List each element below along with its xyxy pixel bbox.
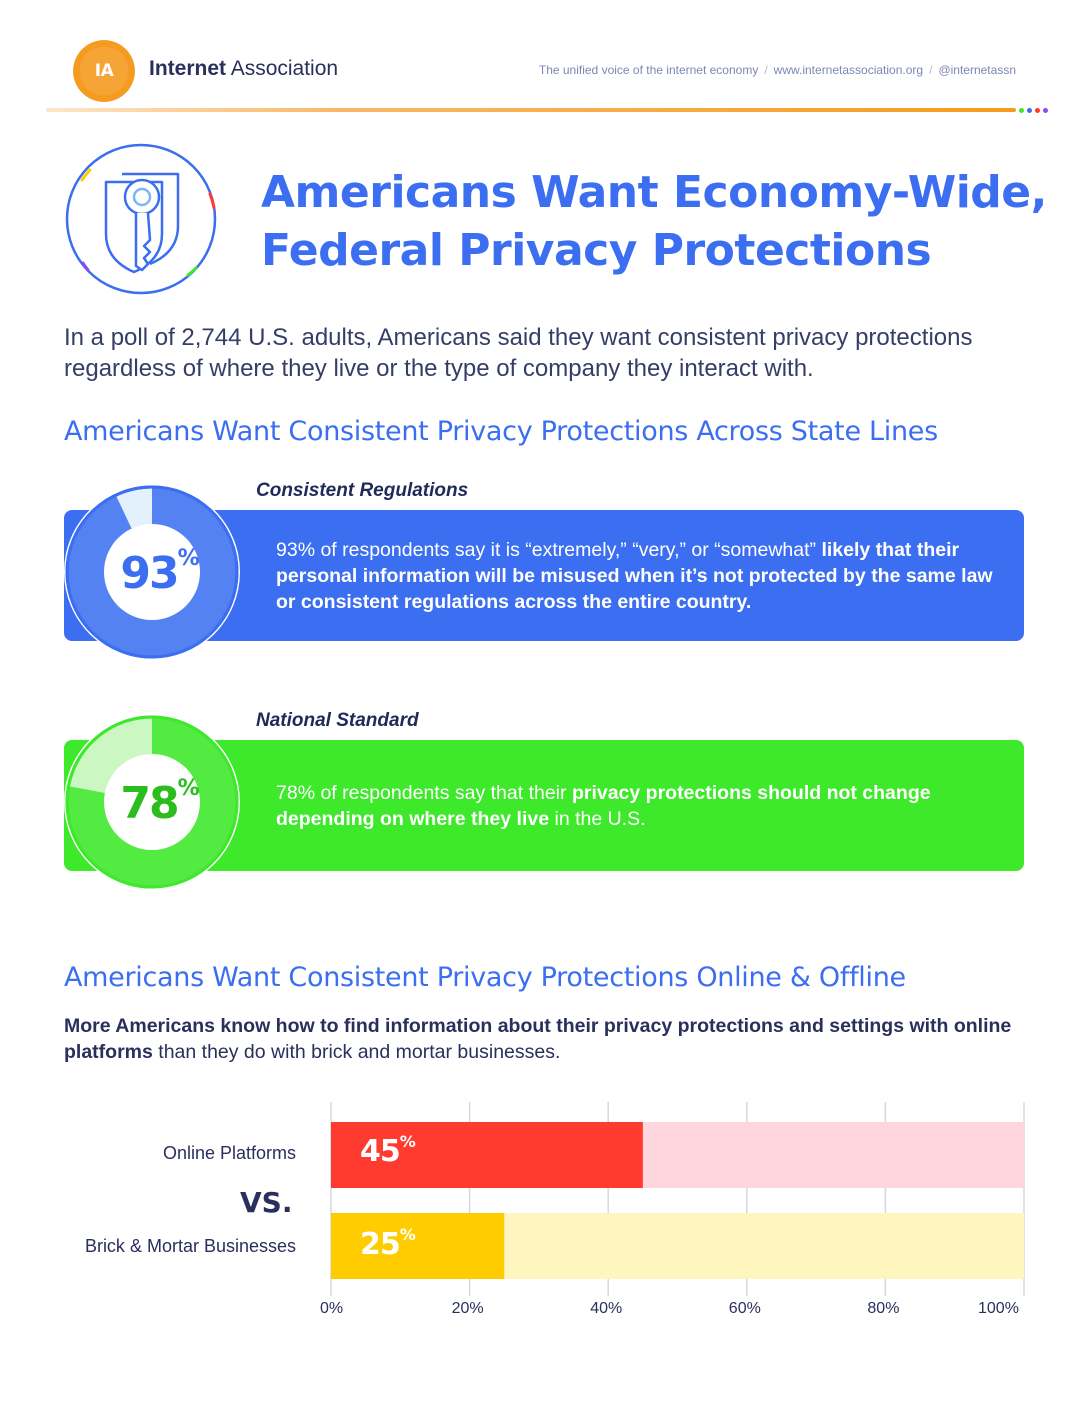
website-link[interactable]: www.internetassociation.org (773, 63, 924, 77)
subtext-bold: More Americans know how to find informat… (64, 1015, 1012, 1063)
stat-text-plain: 78% of respondents say that their (276, 782, 572, 804)
donut-outline (65, 715, 239, 889)
dot (1019, 108, 1024, 113)
donut-hole (104, 524, 200, 620)
stat-text-plain: 93% of respondents say it is “extremely,… (276, 538, 822, 561)
dot (1027, 108, 1032, 113)
stat-percent-78: 78% (100, 776, 220, 829)
percent-sign: % (177, 776, 200, 801)
bar-value-percent: % (399, 1132, 416, 1151)
section-subtext: More Americans know how to find informat… (64, 1013, 1044, 1065)
bar-value-brick-mortar: 25% (360, 1225, 416, 1262)
subtext-plain: than they do with brick and mortar busin… (152, 1041, 561, 1063)
percent-sign: % (177, 546, 200, 571)
title-line-1: Americans Want Economy-Wide, (261, 167, 1047, 218)
bar-value-number: 45 (360, 1134, 401, 1169)
logo-name: Internet Association (149, 57, 338, 81)
logo-name-bold: Internet (149, 57, 227, 80)
donut-chart-national-standard (64, 714, 240, 890)
bar (331, 1213, 505, 1279)
stat-description: 78% of respondents say that their privac… (276, 780, 1006, 832)
x-tick-label: 80% (867, 1300, 900, 1317)
header-rule (46, 108, 1016, 112)
stat-text-after: in the U.S. (549, 808, 646, 830)
section-heading-state-lines: Americans Want Consistent Privacy Protec… (64, 416, 938, 447)
x-tick-label: 100% (978, 1300, 1019, 1317)
stat-number: 78 (120, 778, 179, 829)
stat-label-national-standard: National Standard (256, 710, 419, 731)
tagline-separator: / (764, 63, 768, 77)
logo-name-rest: Association (226, 57, 339, 80)
social-handle-link[interactable]: @internetassn (938, 63, 1016, 77)
title-line-2: Federal Privacy Protections (261, 225, 932, 276)
x-tick-label: 0% (320, 1300, 344, 1317)
category-label-online-platforms: Online Platforms (162, 1143, 296, 1163)
intro-paragraph: In a poll of 2,744 U.S. adults, American… (64, 324, 973, 382)
dot (1043, 108, 1048, 113)
bar-value-online-platforms: 45% (360, 1132, 416, 1169)
bar (331, 1122, 643, 1188)
donut-outline (65, 485, 239, 659)
x-tick-label: 20% (451, 1300, 484, 1317)
x-tick-label: 60% (728, 1300, 761, 1317)
stat-text-bold: likely that their personal information w… (276, 538, 993, 613)
horizontal-bar-chart (330, 1102, 1025, 1296)
stat-description: 93% of respondents say it is “extremely,… (276, 537, 1006, 615)
tagline-text: The unified voice of the internet econom… (538, 63, 759, 77)
header-tagline: The unified voice of the internet econom… (480, 63, 1016, 77)
tagline-separator: / (929, 63, 933, 77)
category-label-brick-mortar: Brick & Mortar Businesses (84, 1236, 296, 1256)
ia-logo-mark: IA (73, 40, 135, 102)
bar-value-percent: % (399, 1225, 416, 1244)
donut-chart-consistent-regulations (64, 484, 240, 660)
vs-label: VS. (240, 1186, 293, 1219)
key-shield-icon (65, 143, 217, 295)
dot (1035, 108, 1040, 113)
page-title: Americans Want Economy-Wide, Federal Pri… (261, 164, 1061, 280)
section-heading-online-offline: Americans Want Consistent Privacy Protec… (64, 962, 906, 993)
header-color-dots (1019, 108, 1048, 113)
donut-hole (104, 754, 200, 850)
stat-label-consistent-regulations: Consistent Regulations (256, 480, 469, 501)
bar-value-number: 25 (360, 1227, 401, 1262)
logo-mark-text: IA (94, 61, 114, 81)
stat-percent-93: 93% (100, 546, 220, 599)
x-tick-label: 40% (590, 1300, 623, 1317)
stat-text-bold: privacy protections should not change de… (276, 782, 931, 830)
stat-number: 93 (120, 548, 179, 599)
